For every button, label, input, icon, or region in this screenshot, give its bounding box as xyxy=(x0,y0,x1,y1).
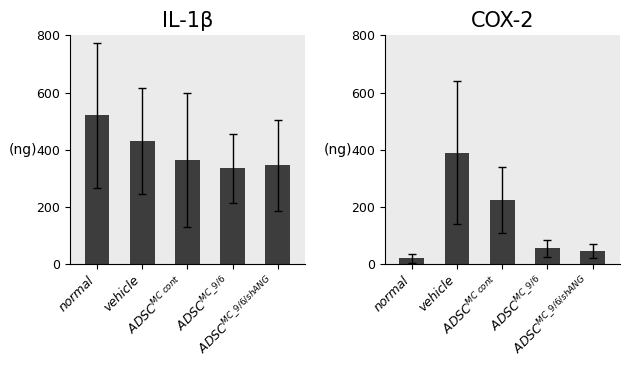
Bar xyxy=(175,160,200,264)
Title: COX-2: COX-2 xyxy=(471,11,534,31)
Bar xyxy=(445,153,469,264)
Bar xyxy=(85,116,109,264)
Title: IL-1β: IL-1β xyxy=(162,11,213,31)
Bar xyxy=(490,200,515,264)
Bar xyxy=(130,141,155,264)
Bar xyxy=(399,258,424,264)
Bar xyxy=(581,251,605,264)
Bar xyxy=(220,168,245,264)
Bar xyxy=(266,166,290,264)
Y-axis label: (ng): (ng) xyxy=(323,143,352,157)
Y-axis label: (ng): (ng) xyxy=(8,143,37,157)
Bar xyxy=(535,248,560,264)
